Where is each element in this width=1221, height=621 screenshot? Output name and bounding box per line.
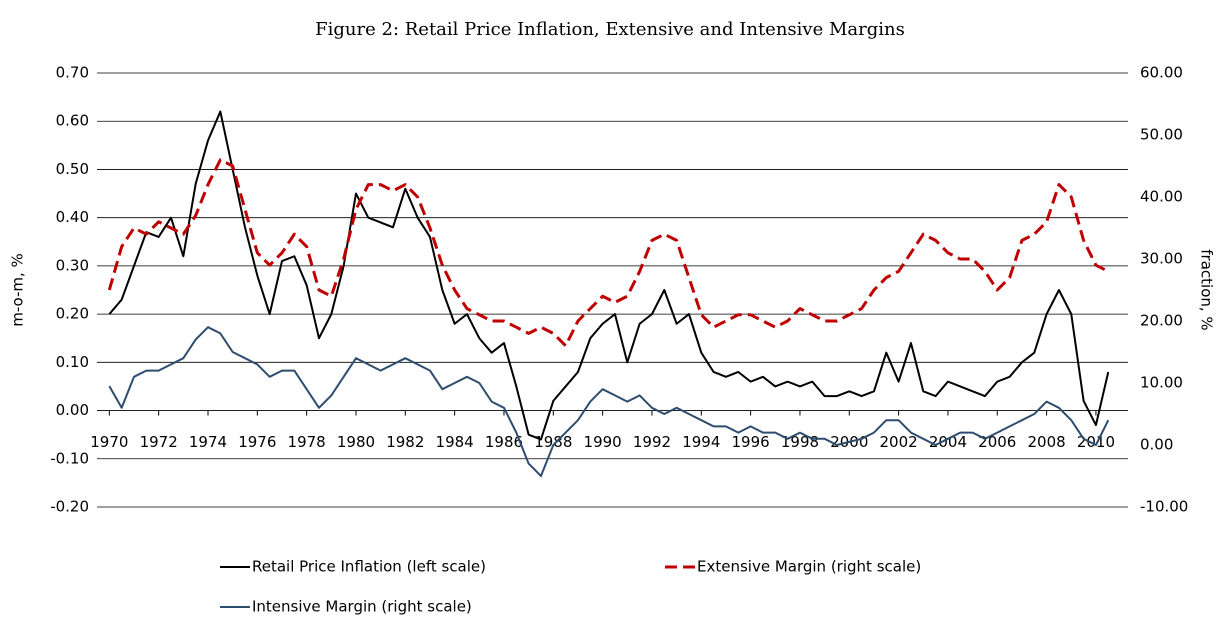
x-tick-label: 1996 (732, 433, 770, 451)
x-tick-label: 2008 (1028, 433, 1066, 451)
y-tick-label: 0.50 (56, 160, 89, 178)
legend-label: Retail Price Inflation (left scale) (252, 558, 486, 576)
y2-tick-label: 40.00 (1140, 188, 1183, 206)
x-tick-label: 2010 (1077, 433, 1115, 451)
y-axis-label: m-o-m, % (9, 253, 27, 327)
series-line (108, 110, 1110, 441)
x-tick-label: 2002 (880, 433, 918, 451)
y-tick-label: 0.30 (56, 256, 89, 274)
x-tick-label: 1994 (682, 433, 720, 451)
x-tick-label: 1972 (140, 433, 178, 451)
x-tick-label: 1988 (534, 433, 572, 451)
series-line (108, 326, 1110, 477)
y-tick-label: 0.40 (56, 208, 89, 226)
legend-label: Intensive Margin (right scale) (252, 598, 472, 616)
x-tick-label: 1986 (485, 433, 523, 451)
y2-tick-label: 10.00 (1140, 374, 1183, 392)
legend-label: Extensive Margin (right scale) (697, 558, 921, 576)
y2-tick-label: 30.00 (1140, 250, 1183, 268)
x-tick-label: 1990 (584, 433, 622, 451)
x-tick-label: 1976 (238, 433, 276, 451)
y-tick-label: 0.10 (56, 353, 89, 371)
y-tick-label: -0.10 (50, 449, 89, 467)
chart-title: Figure 2: Retail Price Inflation, Extens… (315, 19, 905, 40)
y2-tick-label: -10.00 (1140, 498, 1188, 516)
y2-tick-label: 60.00 (1140, 64, 1183, 82)
y-tick-label: 0.20 (56, 305, 89, 323)
x-tick-label: 1980 (337, 433, 375, 451)
x-tick-label: 1998 (781, 433, 819, 451)
y2-tick-label: 50.00 (1140, 126, 1183, 144)
y2-axis-label: fraction, % (1198, 249, 1216, 330)
y-tick-label: 0.00 (56, 401, 89, 419)
y2-tick-label: 0.00 (1140, 436, 1173, 454)
y-tick-label: 0.70 (56, 64, 89, 82)
x-tick-label: 1978 (288, 433, 326, 451)
x-tick-label: 1970 (90, 433, 128, 451)
y-tick-label: 0.60 (56, 112, 89, 130)
x-tick-label: 2004 (929, 433, 967, 451)
x-tick-label: 1992 (633, 433, 671, 451)
series-line (107, 158, 1109, 348)
x-tick-label: 2006 (978, 433, 1016, 451)
x-tick-label: 1974 (189, 433, 227, 451)
y-tick-label: -0.20 (50, 498, 89, 516)
x-tick-label: 1984 (436, 433, 474, 451)
x-tick-label: 1982 (386, 433, 424, 451)
y2-tick-label: 20.00 (1140, 312, 1183, 330)
